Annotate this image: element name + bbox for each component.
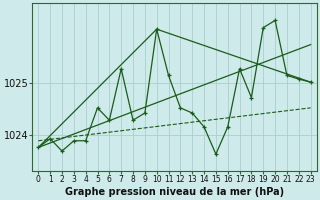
X-axis label: Graphe pression niveau de la mer (hPa): Graphe pression niveau de la mer (hPa): [65, 187, 284, 197]
